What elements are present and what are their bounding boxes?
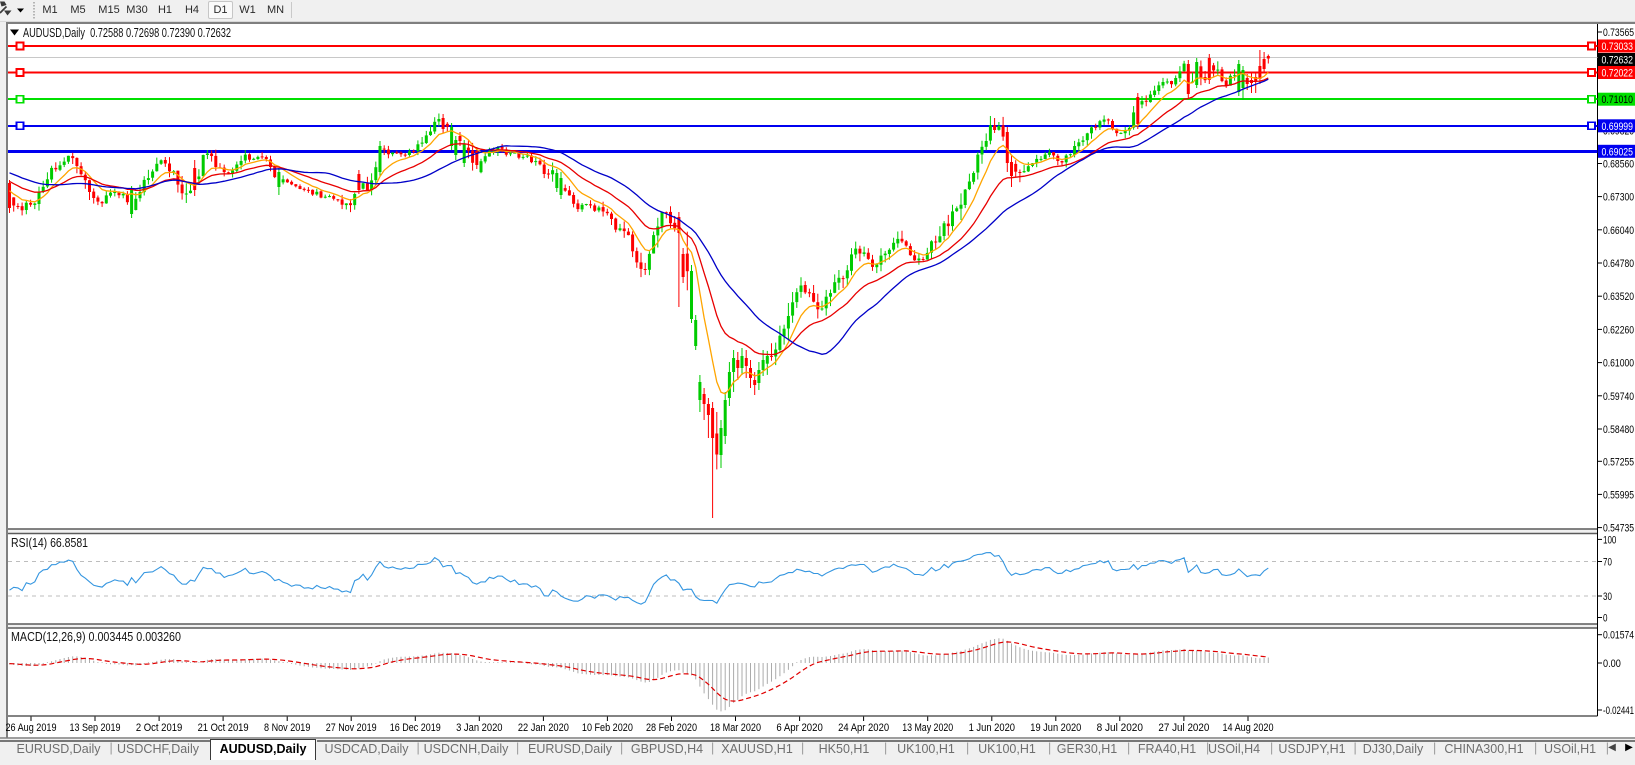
svg-text:0.57255: 0.57255 bbox=[1603, 456, 1634, 468]
svg-text:0.73565: 0.73565 bbox=[1603, 27, 1634, 39]
svg-text:0.00: 0.00 bbox=[1603, 658, 1621, 670]
svg-text:22 Jan 2020: 22 Jan 2020 bbox=[518, 722, 569, 734]
svg-text:27 Jul 2020: 27 Jul 2020 bbox=[1158, 722, 1209, 734]
svg-text:24 Apr 2020: 24 Apr 2020 bbox=[838, 722, 889, 734]
svg-text:0.66040: 0.66040 bbox=[1603, 225, 1634, 237]
svg-text:0.54735: 0.54735 bbox=[1603, 523, 1634, 535]
svg-text:26 Aug 2019: 26 Aug 2019 bbox=[6, 722, 57, 734]
svg-text:0.63520: 0.63520 bbox=[1603, 291, 1634, 303]
svg-text:0.61000: 0.61000 bbox=[1603, 358, 1634, 370]
svg-text:RSI(14) 66.8581: RSI(14) 66.8581 bbox=[11, 536, 88, 550]
svg-text:30: 30 bbox=[1603, 591, 1612, 603]
svg-text:18 Mar 2020: 18 Mar 2020 bbox=[710, 722, 761, 734]
svg-text:0.72022: 0.72022 bbox=[1602, 68, 1634, 80]
svg-text:16 Dec 2019: 16 Dec 2019 bbox=[390, 722, 441, 734]
svg-text:0.01574: 0.01574 bbox=[1603, 630, 1634, 642]
svg-text:0.58480: 0.58480 bbox=[1603, 424, 1634, 436]
svg-text:13 May 2020: 13 May 2020 bbox=[902, 722, 953, 734]
svg-text:8 Nov 2019: 8 Nov 2019 bbox=[264, 722, 310, 734]
svg-text:0.69025: 0.69025 bbox=[1602, 146, 1634, 158]
svg-text:2 Oct 2019: 2 Oct 2019 bbox=[136, 722, 182, 734]
svg-text:0.55995: 0.55995 bbox=[1603, 489, 1634, 501]
svg-text:13 Sep 2019: 13 Sep 2019 bbox=[70, 722, 121, 734]
svg-text:100: 100 bbox=[1603, 534, 1616, 546]
svg-text:0.73033: 0.73033 bbox=[1602, 41, 1634, 53]
svg-text:28 Feb 2020: 28 Feb 2020 bbox=[646, 722, 697, 734]
svg-text:-0.02441: -0.02441 bbox=[1603, 705, 1634, 717]
svg-text:19 Jun 2020: 19 Jun 2020 bbox=[1030, 722, 1081, 734]
svg-text:0.64780: 0.64780 bbox=[1603, 258, 1634, 270]
svg-text:3 Jan 2020: 3 Jan 2020 bbox=[456, 722, 502, 734]
svg-text:6 Apr 2020: 6 Apr 2020 bbox=[776, 722, 822, 734]
svg-text:0.59740: 0.59740 bbox=[1603, 391, 1634, 403]
svg-text:0.72632: 0.72632 bbox=[1602, 55, 1634, 67]
svg-text:0.67300: 0.67300 bbox=[1603, 192, 1634, 204]
svg-text:MACD(12,26,9) 0.003445 0.00326: MACD(12,26,9) 0.003445 0.003260 bbox=[11, 630, 181, 644]
svg-text:0.71010: 0.71010 bbox=[1602, 94, 1634, 106]
svg-text:27 Nov 2019: 27 Nov 2019 bbox=[326, 722, 377, 734]
svg-text:8 Jul 2020: 8 Jul 2020 bbox=[1097, 722, 1143, 734]
svg-text:0: 0 bbox=[1603, 613, 1608, 625]
svg-text:1 Jun 2020: 1 Jun 2020 bbox=[969, 722, 1015, 734]
svg-text:21 Oct 2019: 21 Oct 2019 bbox=[198, 722, 249, 734]
svg-text:0.69999: 0.69999 bbox=[1602, 121, 1634, 133]
svg-text:0.62260: 0.62260 bbox=[1603, 324, 1634, 336]
svg-text:70: 70 bbox=[1603, 557, 1612, 569]
svg-text:10 Feb 2020: 10 Feb 2020 bbox=[582, 722, 633, 734]
svg-text:0.68560: 0.68560 bbox=[1603, 159, 1634, 171]
svg-text:AUDUSD,Daily 0.72588 0.72698: AUDUSD,Daily 0.72588 0.72698 0.72390 0.7… bbox=[23, 26, 231, 40]
svg-text:14 Aug 2020: 14 Aug 2020 bbox=[1223, 722, 1274, 734]
